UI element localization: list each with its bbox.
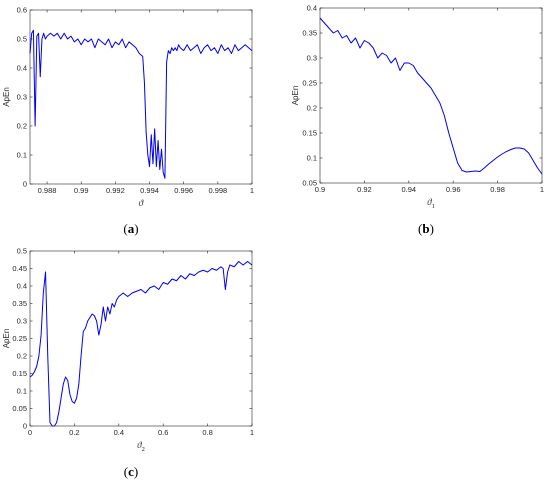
x-tick-label: 0.94 — [401, 185, 416, 194]
x-tick-label: 0.96 — [446, 185, 461, 194]
x-tick-label: 0.8 — [202, 428, 212, 437]
x-axis-label: ϑ — [139, 198, 144, 208]
x-tick-label: 0.992 — [106, 186, 125, 195]
y-tick-label: 0.25 — [302, 79, 317, 88]
series-line-c — [29, 261, 253, 427]
y-tick-label: 0.05 — [302, 179, 317, 188]
y-tick-label: 0.45 — [12, 264, 27, 273]
y-tick-label: 0.35 — [12, 299, 27, 308]
y-tick-label: 0.4 — [17, 282, 27, 291]
x-tick-label: 0.998 — [208, 186, 227, 195]
x-tick-label: 0.994 — [140, 186, 159, 195]
x-axis-symbol: ϑ — [137, 440, 142, 450]
panel-letter: a — [128, 221, 135, 236]
panel-label-c: (c) — [124, 464, 138, 479]
x-tick-label: 0.996 — [174, 186, 193, 195]
x-tick-label: 0.6 — [158, 428, 168, 437]
y-tick-label: 0.15 — [302, 129, 317, 138]
chart-panel-c: 0 0.2 0.4 0.6 0.8 1 0 0.05 0.1 0.15 0.2 0.25 0.3 0.35… — [2, 247, 254, 479]
panel-label-b: (b) — [418, 221, 434, 236]
plot-area-a — [29, 9, 253, 185]
x-axis-subscript: 2 — [142, 446, 145, 453]
plot-area-b — [319, 7, 543, 184]
y-tick-label: 0.25 — [12, 334, 27, 343]
x-axis-symbol: ϑ — [139, 198, 144, 208]
x-tick-label: 0.99 — [74, 186, 89, 195]
y-tick-label: 0.05 — [12, 404, 27, 413]
x-tick-label: 1 — [540, 185, 544, 194]
y-tick-label: 0.5 — [17, 35, 27, 44]
x-tick-label: 1 — [250, 186, 254, 195]
x-tick-label: 1 — [250, 428, 254, 437]
y-tick-label: 0.6 — [17, 6, 27, 15]
panel-label-a: (a) — [123, 221, 138, 236]
y-tick-label: 0.15 — [12, 369, 27, 378]
panel-letter: b — [422, 221, 429, 236]
series-line-b — [319, 17, 543, 175]
x-axis-subscript: 1 — [432, 203, 435, 210]
x-tick-label: 0.2 — [69, 428, 79, 437]
y-tick-label: 0.5 — [17, 247, 27, 256]
y-tick-label: 0.1 — [307, 154, 317, 163]
y-tick-label: 0.4 — [17, 64, 27, 73]
x-tick-label: 0.98 — [490, 185, 505, 194]
y-tick-label: 0.1 — [17, 387, 27, 396]
y-tick-label: 0 — [23, 180, 27, 189]
y-axis-label: ApEn — [2, 329, 11, 349]
y-tick-label: 0.2 — [307, 104, 317, 113]
y-tick-label: 0 — [23, 422, 27, 431]
chart-panel-a: 0.988 0.99 0.992 0.994 0.996 0.998 1 0 0.1 0.2 0.3… — [2, 6, 254, 236]
series-line-a — [29, 29, 253, 179]
y-axis-label: ApEn — [2, 87, 11, 107]
chart-panel-b: 0.9 0.92 0.94 0.96 0.98 1 0.05 0.1 0.15 0.2 0.25 0.… — [291, 4, 544, 236]
x-tick-label: 0.92 — [357, 185, 372, 194]
panel-letter: c — [128, 464, 134, 479]
x-axis-label: ϑ1 — [427, 197, 435, 210]
y-tick-label: 0.2 — [17, 122, 27, 131]
x-tick-label: 0.988 — [38, 186, 57, 195]
y-axis-label: ApEn — [291, 86, 300, 106]
x-tick-label: 0 — [28, 428, 32, 437]
x-tick-label: 0.9 — [315, 185, 325, 194]
y-tick-label: 0.3 — [17, 93, 27, 102]
x-tick-label: 0.4 — [114, 428, 124, 437]
y-tick-label: 0.3 — [17, 317, 27, 326]
x-axis-symbol: ϑ — [427, 197, 432, 207]
y-tick-label: 0.2 — [17, 352, 27, 361]
y-tick-label: 0.35 — [302, 29, 317, 38]
y-tick-label: 0.3 — [307, 54, 317, 63]
y-tick-label: 0.4 — [307, 4, 317, 13]
y-tick-label: 0.1 — [17, 151, 27, 160]
plot-area-c — [29, 250, 253, 427]
x-axis-label: ϑ2 — [137, 440, 145, 453]
